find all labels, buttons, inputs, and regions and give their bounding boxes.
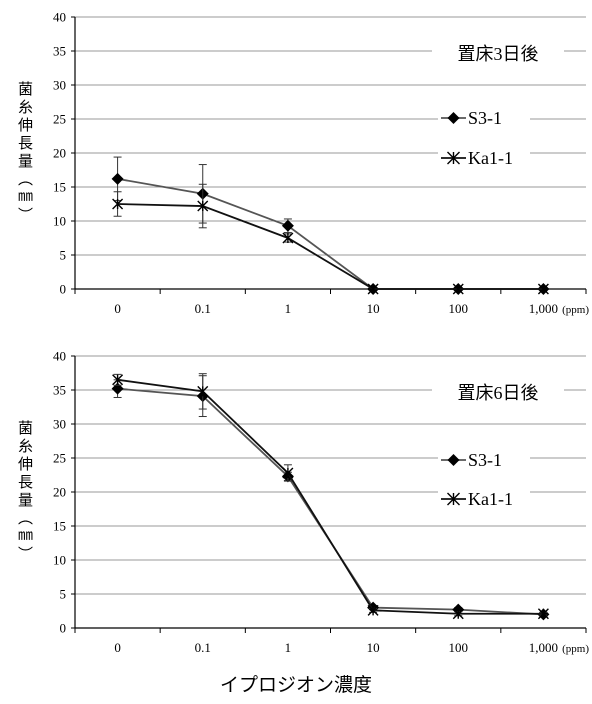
y-tick-label: 10 — [53, 214, 66, 229]
legend-label: Ka1-1 — [468, 489, 513, 509]
series-Ka1-1 — [112, 183, 549, 295]
x-tick-label: 0.1 — [195, 640, 211, 655]
x-tick-label: 1,000 — [529, 301, 558, 316]
x-tick-label: 1 — [285, 640, 292, 655]
data-point — [367, 283, 379, 295]
series-Ka1-1 — [112, 373, 549, 620]
y-tick-label: 40 — [53, 10, 66, 25]
y-tick-label: 30 — [53, 417, 66, 432]
annotation-bg — [432, 37, 564, 63]
legend-marker — [447, 492, 460, 506]
y-tick-label: 0 — [60, 282, 67, 297]
x-tick-label: 100 — [449, 301, 469, 316]
data-point — [452, 608, 464, 620]
y-tick-label: 10 — [53, 553, 66, 568]
series-line — [117, 378, 544, 615]
x-tick-label: 0.1 — [195, 301, 211, 316]
data-point — [111, 172, 124, 185]
annotation-label: 置床6日後 — [458, 383, 539, 403]
y-tick-label: 5 — [60, 587, 67, 602]
y-tick-label: 0 — [60, 621, 67, 636]
x-unit-label: (ppm) — [562, 304, 589, 316]
data-point — [197, 200, 209, 212]
chart-2: 0 5 10 15 20 25 30 35 40 0 0.1 1 10 100 1,000 (ppm) 菌糸伸長… — [16, 349, 589, 656]
x-unit-label: (ppm) — [562, 643, 589, 655]
y-tick-label: 15 — [53, 180, 66, 195]
y-tick-label: 15 — [53, 519, 66, 534]
data-point — [367, 604, 379, 616]
y-axis-label: 菌糸伸長量（㎜） — [16, 81, 33, 225]
data-point — [282, 232, 294, 244]
y-tick-label: 5 — [60, 248, 67, 263]
series-line — [117, 177, 544, 290]
chart-1: 0 5 10 15 20 25 30 35 40 0 0.1 1 10 100 1,000 (ppm) 菌糸伸長… — [16, 10, 589, 317]
data-point — [452, 283, 464, 295]
legend-marker — [447, 151, 460, 165]
annotation-label: 置床3日後 — [458, 44, 539, 64]
y-tick-label: 40 — [53, 349, 66, 364]
y-tick-label: 25 — [53, 451, 66, 466]
y-tick-label: 35 — [53, 44, 66, 59]
x-tick-label: 1,000 — [529, 640, 558, 655]
data-point — [197, 385, 209, 397]
data-point — [537, 283, 549, 295]
y-axis-label: 菌糸伸長量（㎜） — [16, 420, 33, 564]
y-tick-label: 20 — [53, 146, 66, 161]
y-tick-label: 20 — [53, 485, 66, 500]
y-tick-label: 35 — [53, 383, 66, 398]
series-S3-1 — [111, 156, 550, 295]
x-tick-label: 0 — [114, 640, 121, 655]
x-tick-label: 100 — [449, 640, 469, 655]
annotation-bg — [432, 376, 564, 402]
legend-label: S3-1 — [468, 450, 502, 470]
data-point — [282, 467, 294, 479]
y-tick-label: 25 — [53, 112, 66, 127]
x-axis-title: イプロジオン濃度 — [219, 675, 372, 696]
legend-marker — [447, 112, 460, 124]
data-point — [281, 219, 294, 232]
legend-marker — [447, 454, 460, 466]
legend-label: S3-1 — [468, 108, 502, 128]
series-line — [117, 203, 544, 290]
data-point — [537, 608, 549, 620]
legend-label: Ka1-1 — [468, 148, 513, 168]
x-tick-label: 1 — [285, 301, 292, 316]
data-point — [112, 374, 124, 386]
x-tick-label: 10 — [367, 640, 380, 655]
y-tick-label: 30 — [53, 78, 66, 93]
x-tick-label: 10 — [367, 301, 380, 316]
data-point — [112, 198, 124, 210]
x-tick-label: 0 — [114, 301, 121, 316]
